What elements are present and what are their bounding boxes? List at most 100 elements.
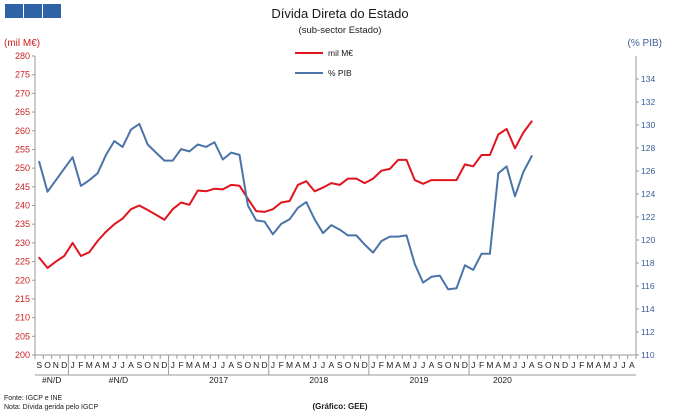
legend: mil M€ % PIB <box>295 48 353 78</box>
left-tick-label: 230 <box>15 238 30 248</box>
right-tick-label: 132 <box>641 97 655 107</box>
month-label: A <box>429 360 435 370</box>
month-label: F <box>78 360 83 370</box>
year-label: 2019 <box>410 375 429 385</box>
month-label: S <box>36 360 42 370</box>
right-tick-label: 110 <box>641 350 655 360</box>
legend-label-pct-pib: % PIB <box>328 68 352 78</box>
month-label: F <box>479 360 484 370</box>
month-label: F <box>379 360 384 370</box>
month-label: D <box>161 360 167 370</box>
right-tick-label: 114 <box>641 304 655 314</box>
header-decoration-square <box>5 4 23 18</box>
left-tick-label: 215 <box>15 294 30 304</box>
month-label: S <box>537 360 543 370</box>
month-label: O <box>445 360 452 370</box>
month-label: S <box>337 360 343 370</box>
month-label: M <box>86 360 93 370</box>
month-label: N <box>453 360 459 370</box>
left-tick-label: 220 <box>15 275 30 285</box>
right-tick-label: 116 <box>641 281 655 291</box>
month-label: M <box>102 360 109 370</box>
month-label: M <box>603 360 610 370</box>
month-label: D <box>261 360 267 370</box>
month-label: A <box>228 360 234 370</box>
month-label: O <box>345 360 352 370</box>
month-label: M <box>386 360 393 370</box>
month-label: J <box>421 360 425 370</box>
month-label: D <box>562 360 568 370</box>
left-tick-label: 265 <box>15 107 30 117</box>
left-tick-label: 275 <box>15 70 30 80</box>
month-label: S <box>237 360 243 370</box>
right-tick-label: 128 <box>641 143 655 153</box>
month-label: A <box>128 360 134 370</box>
month-label: F <box>178 360 183 370</box>
month-label: D <box>362 360 368 370</box>
month-label: J <box>321 360 325 370</box>
left-tick-label: 245 <box>15 182 30 192</box>
axes: 200 205 210 215 220 225 230 235 240 245 250 255 260 2… <box>15 51 655 385</box>
source-note: Fonte: IGCP e INE <box>4 395 63 402</box>
year-label: #N/D <box>42 375 61 385</box>
legend-label-mil-meur: mil M€ <box>328 48 353 58</box>
month-label: A <box>295 360 301 370</box>
month-label: J <box>112 360 116 370</box>
left-tick-label: 270 <box>15 88 30 98</box>
month-label: N <box>554 360 560 370</box>
month-label: A <box>395 360 401 370</box>
chart-credit: (Gráfico: GEE) <box>312 402 367 411</box>
month-label: J <box>212 360 216 370</box>
month-label: A <box>95 360 101 370</box>
month-label: J <box>171 360 175 370</box>
management-note: Nota: Dívida gerida pelo IGCP <box>4 404 98 411</box>
left-tick-label: 225 <box>15 257 30 267</box>
month-label: J <box>371 360 375 370</box>
month-label: M <box>303 360 310 370</box>
month-label: A <box>529 360 535 370</box>
month-label: J <box>271 360 275 370</box>
right-tick-label: 134 <box>641 74 655 84</box>
month-label: J <box>221 360 225 370</box>
right-tick-label: 112 <box>641 327 655 337</box>
month-label: M <box>186 360 193 370</box>
year-label: #N/D <box>109 375 128 385</box>
header-decoration-square <box>24 4 42 18</box>
month-label: M <box>286 360 293 370</box>
month-label: A <box>596 360 602 370</box>
series-line-mil-meur <box>38 120 533 269</box>
left-tick-label: 235 <box>15 219 30 229</box>
year-label: 2017 <box>209 375 228 385</box>
month-label: M <box>503 360 510 370</box>
month-label: J <box>613 360 617 370</box>
right-tick-label: 118 <box>641 258 655 268</box>
month-label: O <box>144 360 151 370</box>
month-label: F <box>279 360 284 370</box>
month-label: D <box>61 360 67 370</box>
right-tick-label: 130 <box>641 120 655 130</box>
month-label: A <box>495 360 501 370</box>
month-label: S <box>137 360 143 370</box>
month-label: O <box>545 360 552 370</box>
month-label: M <box>403 360 410 370</box>
month-label: J <box>313 360 317 370</box>
right-tick-label: 126 <box>641 166 655 176</box>
right-tick-label: 120 <box>641 235 655 245</box>
right-tick-label: 122 <box>641 212 655 222</box>
month-label: J <box>513 360 517 370</box>
chart-subtitle: (sub-sector Estado) <box>299 25 382 36</box>
month-label: J <box>621 360 625 370</box>
month-label: N <box>53 360 59 370</box>
month-label: J <box>121 360 125 370</box>
month-label: O <box>44 360 51 370</box>
left-tick-label: 200 <box>15 350 30 360</box>
month-label: J <box>413 360 417 370</box>
month-label: F <box>579 360 584 370</box>
right-tick-label: 124 <box>641 189 655 199</box>
month-label: A <box>195 360 201 370</box>
left-tick-label: 205 <box>15 331 30 341</box>
series-lines <box>38 120 533 291</box>
month-label: N <box>153 360 159 370</box>
month-label: O <box>245 360 252 370</box>
